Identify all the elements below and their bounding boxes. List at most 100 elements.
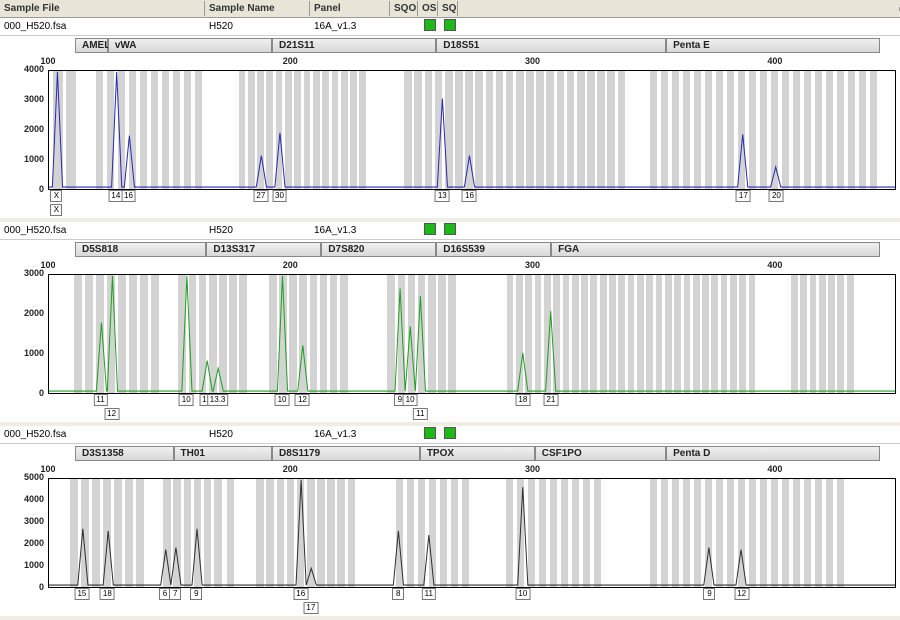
electropherogram-plot[interactable] [48,478,896,588]
allele-call[interactable]: 9 [703,588,715,600]
allele-call[interactable]: 16 [462,190,477,202]
panel-name: 16A_v1.3 [310,223,390,238]
x-tick-label: 100 [40,464,55,474]
x-axis: 100200300400 [48,56,896,70]
sample-file: 000_H520.fsa [0,223,205,238]
allele-call[interactable]: 11 [422,588,436,600]
allele-call[interactable]: 10 [403,394,418,406]
status-green-icon [444,427,456,439]
electropherogram-plot[interactable] [48,274,896,394]
allele-call[interactable]: 18 [100,588,115,600]
y-tick-label: 5000 [24,473,44,482]
allele-call[interactable]: X [50,190,62,202]
electropherogram-panel: 000_H520.fsaH52016A_v1.3AMELvWAD21S11D18… [0,18,900,218]
electropherogram-plot[interactable] [48,70,896,190]
allele-call[interactable]: 8 [392,588,404,600]
x-tick-label: 200 [283,464,298,474]
allele-call[interactable]: 10 [275,394,290,406]
allele-call[interactable]: 12 [295,394,310,406]
y-axis: 500040003000200010000 [4,464,48,588]
x-tick-label: 300 [525,464,540,474]
locus-label: D3S1358 [75,446,174,461]
allele-call[interactable]: X [50,204,62,216]
y-tick-label: 2000 [24,125,44,134]
x-tick-label: 100 [40,260,55,270]
trace-svg [49,275,895,393]
allele-call[interactable]: 17 [303,602,318,614]
allele-call[interactable]: 18 [515,394,530,406]
os-indicator [418,425,438,444]
allele-call-row: 17 [48,602,896,616]
allele-call[interactable]: 17 [736,190,751,202]
x-axis: 100200300400 [48,260,896,274]
sqo-indicator [390,433,418,437]
locus-label: D21S11 [272,38,436,53]
allele-call[interactable]: 27 [253,190,268,202]
allele-call[interactable]: 11 [93,394,107,406]
col-sqo: SQO [390,1,418,16]
allele-call[interactable]: 30 [272,190,287,202]
locus-label: TH01 [174,446,273,461]
locus-label: CSF1PO [535,446,666,461]
trace-svg [49,71,895,189]
electropherogram-panel: 000_H520.fsaH52016A_v1.3D3S1358TH01D8S11… [0,426,900,616]
allele-call[interactable]: 13 [435,190,450,202]
x-tick-label: 400 [767,464,782,474]
x-tick-label: 300 [525,56,540,66]
y-tick-label: 1000 [24,349,44,358]
y-tick-label: 0 [39,389,44,398]
col-panel: Panel [310,1,390,16]
status-green-icon [444,19,456,31]
locus-label: vWA [108,38,272,53]
allele-call[interactable]: 20 [769,190,784,202]
allele-call[interactable]: 16 [121,190,136,202]
locus-bar: AMELvWAD21S11D18S51Penta E [0,36,900,56]
sample-info-row: 000_H520.fsaH52016A_v1.3 [0,426,900,444]
allele-call[interactable]: 12 [734,588,749,600]
status-green-icon [424,223,436,235]
y-tick-label: 3000 [24,95,44,104]
os-indicator [418,221,438,240]
allele-call[interactable]: 9 [190,588,202,600]
locus-bar: D3S1358TH01D8S1179TPOXCSF1POPenta D [0,444,900,464]
sample-name: H520 [205,223,310,238]
y-tick-label: 3000 [24,517,44,526]
allele-call[interactable]: 12 [104,408,119,420]
locus-label: D8S1179 [272,446,420,461]
locus-label: AMEL [75,38,108,53]
locus-label: Penta D [666,446,879,461]
allele-call[interactable]: 16 [293,588,308,600]
allele-call[interactable]: 15 [74,588,89,600]
y-tick-label: 1000 [24,155,44,164]
status-green-icon [424,19,436,31]
col-os: OS [418,1,438,16]
allele-call[interactable]: 13.3 [207,394,229,406]
x-tick-label: 200 [283,56,298,66]
y-tick-label: 0 [39,185,44,194]
sqo-indicator [390,25,418,29]
col-sample-name: Sample Name [205,1,310,16]
allele-call[interactable]: 7 [169,588,181,600]
allele-call[interactable]: 21 [543,394,558,406]
allele-call[interactable]: 10 [179,394,194,406]
locus-label: D7S820 [321,242,436,257]
sq-indicator [438,17,458,36]
x-axis: 100200300400 [48,464,896,478]
y-tick-label: 2000 [24,539,44,548]
sample-info-row: 000_H520.fsaH52016A_v1.3 [0,222,900,240]
x-tick-label: 300 [525,260,540,270]
panel-name: 16A_v1.3 [310,19,390,34]
y-axis: 40003000200010000 [4,56,48,190]
x-tick-label: 100 [40,56,55,66]
allele-call-row: 15186791681110912 [48,588,896,602]
y-tick-label: 3000 [24,269,44,278]
locus-label: D13S317 [206,242,321,257]
y-tick-label: 4000 [24,65,44,74]
locus-bar: D5S818D13S317D7S820D16S539FGA [0,240,900,260]
x-tick-label: 200 [283,260,298,270]
allele-call[interactable]: 10 [515,588,530,600]
electropherogram-panel: 000_H520.fsaH52016A_v1.3D5S818D13S317D7S… [0,222,900,422]
locus-label: D18S51 [436,38,666,53]
sample-file: 000_H520.fsa [0,427,205,442]
allele-call[interactable]: 11 [413,408,427,420]
